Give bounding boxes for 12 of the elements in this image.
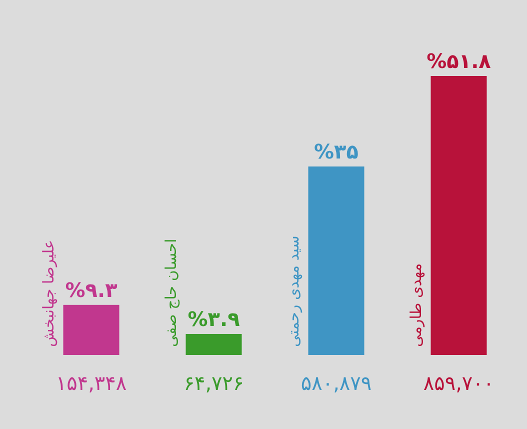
x-tick-label: علیرضا جهانبخش — [39, 240, 58, 347]
text: ۵۸۰,۸۷۹ — [300, 371, 372, 395]
data-label: %۹.۳ — [65, 278, 118, 302]
text: ۸۵۹,۷۰۰ — [423, 371, 494, 395]
x-tick-label: سید مهدی رحمتی — [284, 236, 302, 347]
data-label: %۵۱.۸ — [426, 49, 491, 73]
text: ۱۵۴,۳۴۸ — [56, 371, 127, 395]
data-label: %۳۵ — [314, 139, 358, 164]
x-tick-label: مهدی طارمی — [406, 263, 425, 347]
data-label: %۳.۹ — [188, 306, 240, 331]
text: ۶۴,۷۲۶ — [184, 371, 244, 395]
x-tick-label: احسان حاج صفی — [162, 238, 180, 347]
